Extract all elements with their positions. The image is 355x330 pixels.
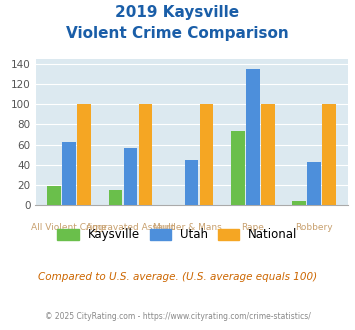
Bar [246, 69, 260, 205]
Bar [200, 105, 213, 205]
Bar [109, 189, 122, 205]
Bar [62, 142, 76, 205]
Bar [77, 105, 91, 205]
Bar [322, 105, 336, 205]
Text: Murder & Mans...: Murder & Mans... [153, 223, 230, 232]
Text: Violent Crime Comparison: Violent Crime Comparison [66, 26, 289, 41]
Text: Robbery: Robbery [295, 223, 333, 232]
Text: Aggravated Assault: Aggravated Assault [86, 223, 175, 232]
Bar [307, 162, 321, 205]
Text: © 2025 CityRating.com - https://www.cityrating.com/crime-statistics/: © 2025 CityRating.com - https://www.city… [45, 312, 310, 321]
Bar [261, 105, 275, 205]
Bar [293, 201, 306, 205]
Text: Compared to U.S. average. (U.S. average equals 100): Compared to U.S. average. (U.S. average … [38, 272, 317, 282]
Bar [231, 131, 245, 205]
Legend: Kaysville, Utah, National: Kaysville, Utah, National [54, 225, 301, 245]
Bar [185, 159, 198, 205]
Bar [48, 185, 61, 205]
Text: All Violent Crime: All Violent Crime [31, 223, 107, 232]
Bar [139, 105, 152, 205]
Bar [124, 148, 137, 205]
Text: 2019 Kaysville: 2019 Kaysville [115, 5, 240, 20]
Text: Rape: Rape [241, 223, 264, 232]
